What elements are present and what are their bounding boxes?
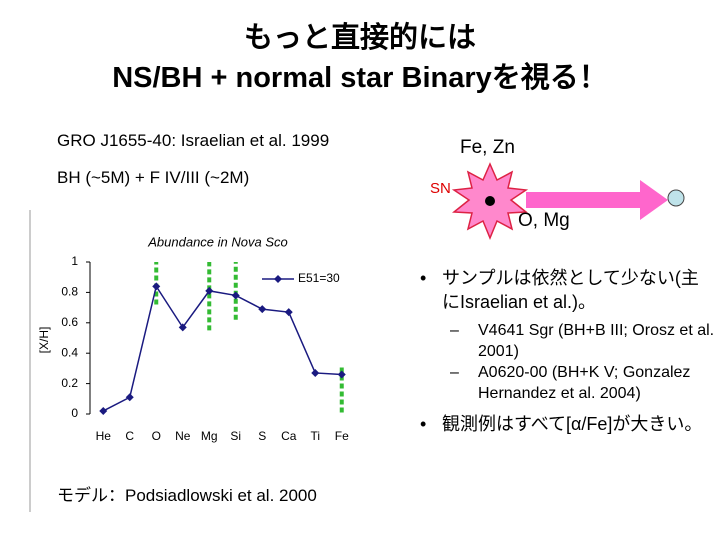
sub-bullet: – A0620-00 (BH+K V; Gonzalez Hernandez et… — [450, 362, 715, 404]
y-tick-label: 0.2 — [61, 376, 78, 390]
y-tick-label: 0.8 — [61, 285, 78, 299]
x-tick-label: He — [96, 429, 112, 443]
companion-star — [667, 189, 685, 207]
x-tick-label: S — [258, 429, 266, 443]
y-tick-label: 0 — [71, 406, 78, 420]
x-tick-label: Ca — [281, 429, 297, 443]
chart: Abundance in Nova Sco [X/H] 0 0.2 0.4 0.6 0.8 1… — [37, 234, 349, 443]
x-tick-label: Si — [230, 429, 241, 443]
title: もっと直接的には NS/BH + normal star Binaryを視る！ — [0, 18, 720, 98]
marker — [99, 406, 108, 415]
chart-title: Abundance in Nova Sco — [147, 234, 287, 249]
label: Fe, Zn — [460, 137, 515, 158]
bullet-text: 観測例はすべて[α/Fe]が大きい。 — [442, 414, 703, 434]
marker — [205, 286, 214, 295]
label: O, Mg — [518, 210, 570, 231]
legend-marker — [274, 275, 282, 283]
title-line: もっと直接的には — [243, 22, 476, 54]
source: GRO J1655-40: Israelian et al. 1999 — [57, 131, 330, 150]
bullet: • サンプルは依然として少ない(主にIsraelian et al.)。 — [420, 266, 715, 314]
marker — [178, 323, 187, 332]
legend-label: E51=30 — [298, 271, 340, 285]
sub-bullet: – V4641 Sgr (BH+B III; Orosz et al. 2001) — [450, 322, 715, 360]
system: BH (~5M) + F IV/III (~2M) — [57, 168, 250, 187]
x-tick-label: O — [152, 429, 161, 443]
x-tick-label: Mg — [201, 429, 218, 443]
marker — [258, 305, 267, 314]
marker — [125, 393, 134, 402]
sub-text: A0620-00 (BH+K V; Gonzalez Hernandez et … — [478, 364, 691, 402]
series-line — [102, 284, 342, 412]
x-tick-label: Fe — [335, 429, 349, 443]
x-tick-label: C — [125, 429, 134, 443]
y-tick-label: 0.6 — [61, 315, 78, 329]
bullet-text: サンプルは依然として少ない(主にIsraelian et al.)。 — [442, 268, 699, 312]
bullets: • サンプルは依然として少ない(主にIsraelian et al.)。 – V46… — [420, 266, 715, 436]
sub-text: V4641 Sgr (BH+B III; Orosz et al. 2001) — [478, 322, 715, 360]
y-tick-label: 0.4 — [61, 345, 78, 359]
model: モデル：Podsiadlowski et al. 2000 — [57, 486, 317, 505]
arrow — [526, 180, 668, 220]
y-tick-label: 1 — [71, 254, 78, 268]
marker — [337, 370, 346, 379]
label: SN — [430, 180, 451, 197]
y-axis-label: [X/H] — [37, 327, 51, 354]
marker — [311, 368, 320, 377]
title-line: NS/BH + normal star Binaryを視る！ — [112, 62, 608, 94]
x-tick-label: Ti — [310, 429, 320, 443]
marker — [231, 291, 240, 300]
bullet: • 観測例はすべて[α/Fe]が大きい。 — [420, 414, 703, 434]
compact-object — [485, 196, 495, 206]
marker — [152, 282, 161, 291]
marker — [284, 308, 293, 317]
x-tick-label: Ne — [175, 429, 191, 443]
